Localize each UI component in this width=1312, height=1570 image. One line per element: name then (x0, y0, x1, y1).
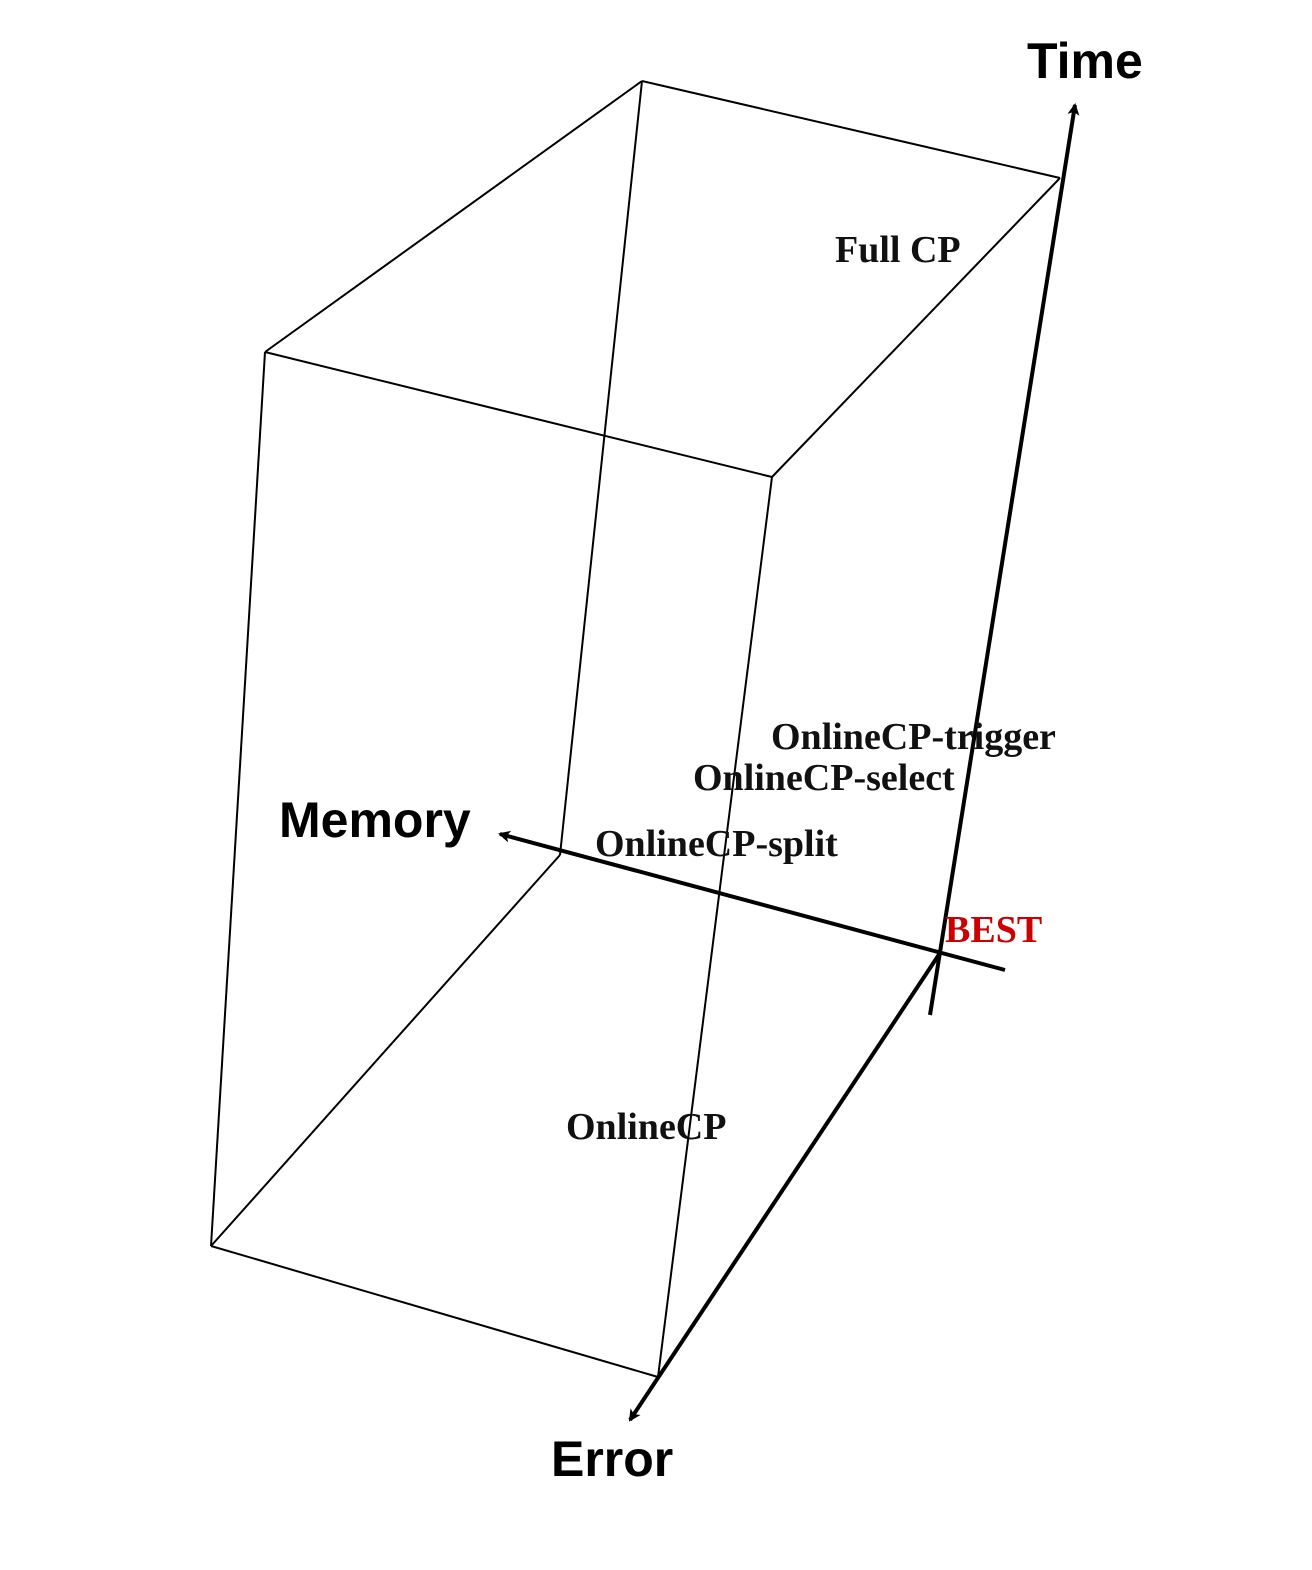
memory-axis (498, 830, 1006, 972)
onlinecp-label: OnlineCP (566, 1106, 726, 1148)
best-label: BEST (945, 909, 1042, 951)
cube-edge (771, 177, 1061, 478)
onlinecp-select-label: OnlineCP-select (693, 757, 955, 799)
full-cp-label: Full CP (835, 229, 961, 271)
cube-edge (559, 80, 643, 856)
cube-edge (210, 854, 561, 1247)
onlinecp-split-label: OnlineCP-split (595, 823, 838, 865)
axes-group (498, 103, 1080, 1422)
error-axis-label: Error (551, 1431, 673, 1487)
cube-edge (657, 476, 773, 1378)
cube-edge (210, 1245, 659, 1378)
cube-edge (210, 351, 266, 1247)
onlinecp-trigger-label: OnlineCP-trigger (771, 716, 1056, 758)
time-axis-label: Time (1027, 33, 1143, 89)
error-axis (628, 951, 942, 1422)
cube-edge (264, 80, 643, 353)
memory-axis-label: Memory (279, 792, 471, 848)
cube-edge (264, 351, 773, 478)
cube-wireframe (210, 80, 1061, 1378)
time-axis (928, 103, 1080, 1016)
cube-edge (641, 80, 1061, 179)
